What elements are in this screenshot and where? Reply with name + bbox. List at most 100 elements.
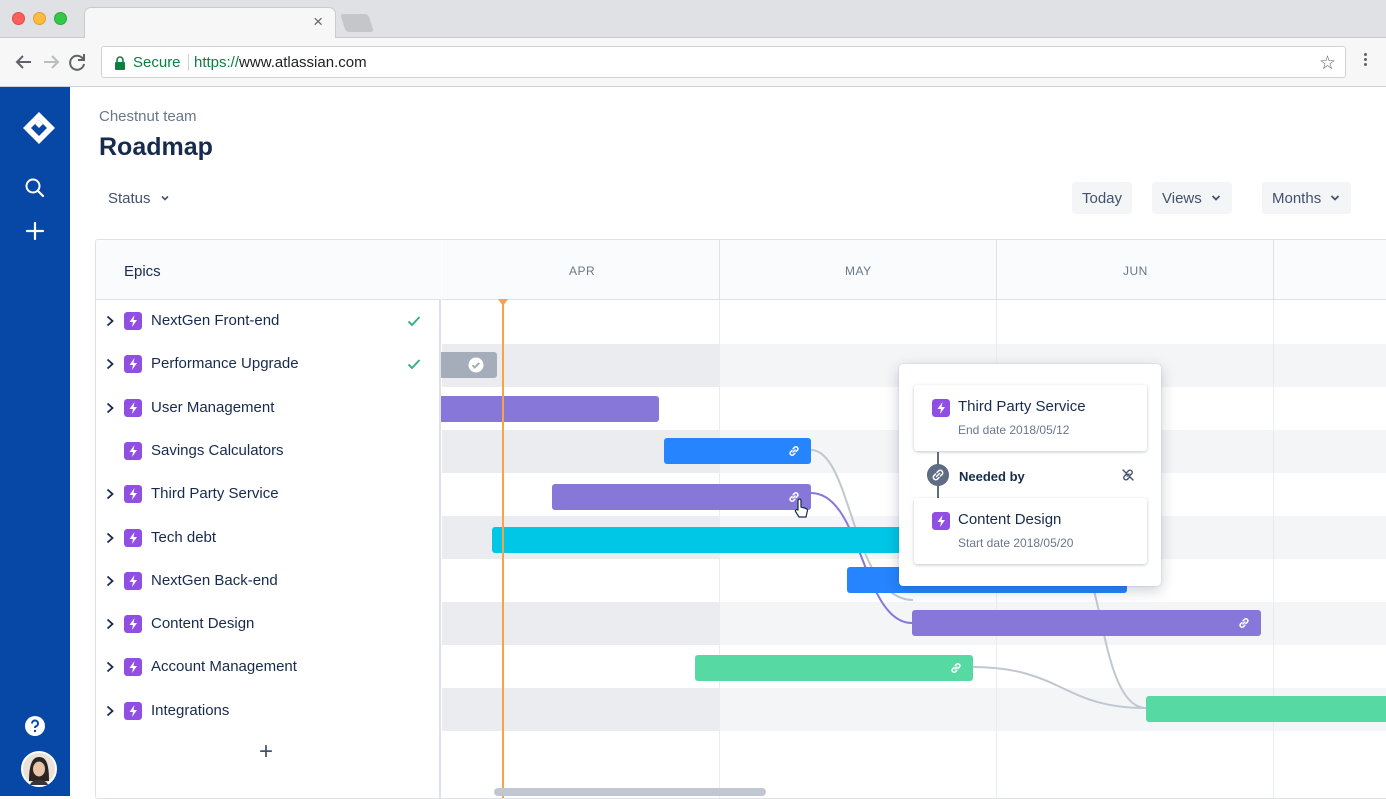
secure-label: Secure <box>133 54 181 71</box>
epic-row[interactable]: Third Party Service <box>96 473 439 516</box>
dependency-target-card[interactable]: Content Design Start date 2018/05/20 <box>914 498 1147 564</box>
dependency-line[interactable] <box>810 449 914 601</box>
roadmap-grid: APR MAY JUN <box>95 239 1386 799</box>
epic-row[interactable]: Tech debt <box>96 517 439 560</box>
epic-icon <box>124 528 142 547</box>
target-start-date: Start date 2018/05/20 <box>958 536 1074 550</box>
chevron-right-icon[interactable] <box>104 704 116 718</box>
breadcrumb[interactable]: Chestnut team <box>99 108 197 125</box>
back-arrow-icon[interactable] <box>12 50 36 74</box>
chevron-right-icon[interactable] <box>104 531 116 545</box>
relation-label: Needed by <box>959 469 1025 484</box>
epic-icon <box>124 658 142 677</box>
help-icon[interactable] <box>23 714 47 738</box>
tab-close-icon[interactable]: × <box>313 12 323 31</box>
epic-icon <box>124 615 142 634</box>
epic-row[interactable]: NextGen Back-end <box>96 560 439 603</box>
month-divider <box>719 240 720 798</box>
epic-row[interactable]: Content Design <box>96 603 439 646</box>
epic-row[interactable]: User Management <box>96 387 439 430</box>
avatar[interactable] <box>21 751 57 787</box>
epic-bar-user-management[interactable] <box>438 396 659 422</box>
epic-bar-savings-calculators[interactable] <box>664 438 811 464</box>
epic-bar-content-design[interactable] <box>912 610 1261 636</box>
bookmark-star-icon[interactable]: ☆ <box>1318 53 1336 74</box>
link-icon[interactable] <box>787 444 801 458</box>
create-plus-icon[interactable] <box>23 219 47 243</box>
epic-label: NextGen Back-end <box>151 571 278 589</box>
browser-toolbar: Secure https://www.atlassian.com ☆ <box>0 38 1386 87</box>
months-dropdown[interactable]: Months <box>1262 182 1352 214</box>
page-title: Roadmap <box>99 133 213 161</box>
month-label-apr: APR <box>569 264 596 278</box>
dependency-line-selected[interactable] <box>810 492 913 624</box>
epic-icon <box>124 441 142 460</box>
forward-arrow-icon[interactable] <box>39 50 63 74</box>
dependency-source-card[interactable]: Third Party Service End date 2018/05/12 <box>914 385 1147 451</box>
epic-row[interactable]: Account Management <box>96 646 439 689</box>
source-end-date: End date 2018/05/12 <box>958 423 1070 437</box>
epic-label: Third Party Service <box>151 485 279 503</box>
month-divider <box>1273 240 1274 798</box>
dependency-line[interactable] <box>971 666 1147 709</box>
epic-bar-account-management[interactable] <box>695 655 973 681</box>
reload-icon[interactable] <box>65 50 89 74</box>
url-text[interactable]: https://www.atlassian.com <box>194 54 367 71</box>
epic-label: Integrations <box>151 701 230 719</box>
browser-menu-icon[interactable] <box>1358 51 1372 73</box>
epic-row[interactable]: Integrations <box>96 690 439 733</box>
minimize-window-button[interactable] <box>33 12 46 25</box>
epic-row[interactable]: NextGen Front-end <box>96 300 439 343</box>
epic-row[interactable]: Savings Calculators <box>96 430 439 473</box>
epic-list: Epics NextGen Front-end Performance Upgra… <box>96 240 441 798</box>
epics-header-label: Epics <box>124 263 161 280</box>
epic-bar-performance-upgrade[interactable] <box>438 352 497 378</box>
link-icon[interactable] <box>1237 616 1251 630</box>
browser-tab[interactable]: × <box>84 7 336 38</box>
epic-label: Savings Calculators <box>151 441 284 459</box>
new-tab-button[interactable] <box>340 14 374 32</box>
chevron-right-icon[interactable] <box>104 617 116 631</box>
close-window-button[interactable] <box>12 12 25 25</box>
month-divider <box>996 240 997 300</box>
past-period-shading <box>442 688 719 731</box>
maximize-window-button[interactable] <box>54 12 67 25</box>
link-icon[interactable] <box>787 490 801 504</box>
url-separator <box>188 54 189 71</box>
chevron-right-icon[interactable] <box>104 487 116 501</box>
epic-bar-integrations[interactable] <box>1146 696 1386 722</box>
chevron-right-icon[interactable] <box>104 401 116 415</box>
status-filter-button[interactable]: Status <box>98 182 181 214</box>
chevron-right-icon[interactable] <box>104 357 116 371</box>
chevron-down-icon <box>1211 195 1220 201</box>
today-marker-tip <box>498 299 508 306</box>
chevron-right-icon[interactable] <box>104 660 116 674</box>
chevron-right-icon[interactable] <box>104 314 116 328</box>
search-icon[interactable] <box>23 176 47 200</box>
status-filter-label: Status <box>108 189 151 207</box>
month-label-jun: JUN <box>1123 264 1148 278</box>
lock-icon <box>115 56 125 70</box>
epic-row[interactable]: Performance Upgrade <box>96 343 439 386</box>
unlink-icon[interactable] <box>1120 467 1136 483</box>
link-icon[interactable] <box>949 661 963 675</box>
horizontal-scrollbar[interactable] <box>494 788 766 796</box>
epic-icon <box>124 312 142 330</box>
chevron-right-icon[interactable] <box>104 574 116 588</box>
months-label: Months <box>1272 189 1322 207</box>
address-bar[interactable]: Secure https://www.atlassian.com ☆ <box>101 46 1346 78</box>
views-label: Views <box>1162 189 1202 207</box>
past-period-shading <box>442 602 719 645</box>
done-check-icon <box>407 316 421 327</box>
jira-logo-icon[interactable] <box>22 111 56 145</box>
url-scheme: https:// <box>194 54 240 71</box>
today-label: Today <box>1082 189 1123 207</box>
epic-label: Account Management <box>151 658 297 676</box>
add-epic-button[interactable]: + <box>259 738 274 765</box>
today-button[interactable]: Today <box>1072 182 1133 214</box>
views-dropdown[interactable]: Views <box>1152 182 1232 214</box>
epic-icon <box>932 399 950 417</box>
global-sidebar <box>0 87 70 796</box>
epic-bar-third-party-service[interactable] <box>552 484 811 510</box>
epic-bar-tech-debt[interactable] <box>492 527 922 553</box>
